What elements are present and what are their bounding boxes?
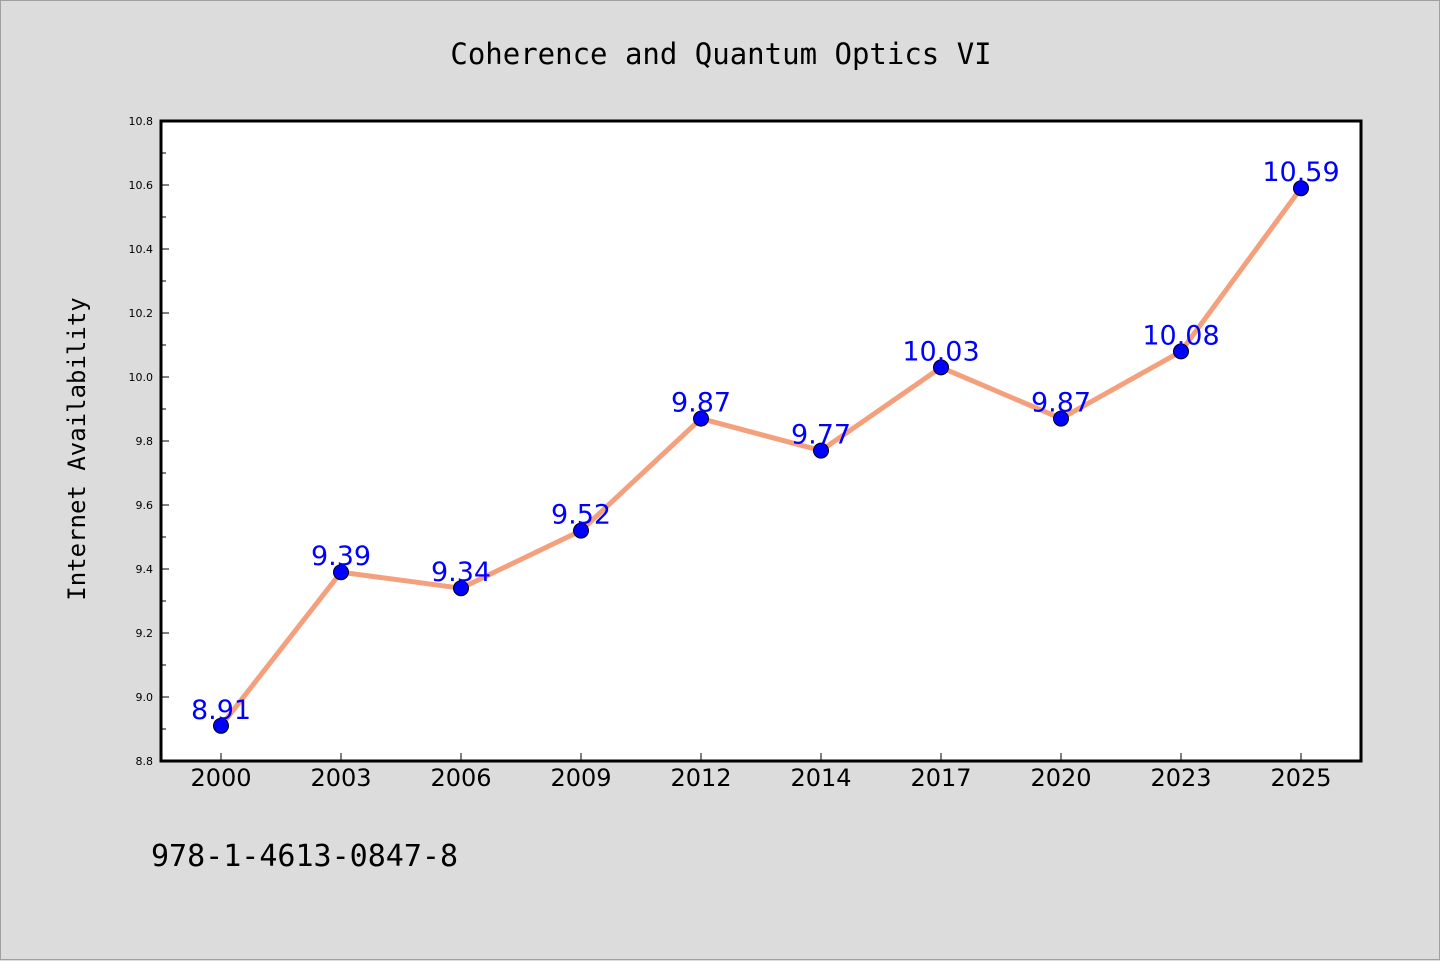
data-markers — [213, 180, 1309, 734]
series-line — [219, 186, 1304, 728]
x-tick-label: 2023 — [1150, 764, 1211, 792]
data-point — [573, 522, 589, 539]
data-label: 9.39 — [311, 541, 371, 572]
data-point — [1293, 180, 1309, 197]
data-point — [1173, 343, 1189, 360]
series-line-group — [219, 186, 1304, 728]
data-label: 8.91 — [191, 695, 251, 726]
data-point — [453, 580, 469, 597]
y-tick-label: 9.6 — [136, 499, 154, 512]
data-label: 9.34 — [431, 557, 491, 588]
x-tick-label: 2006 — [430, 764, 491, 792]
data-point — [693, 410, 709, 427]
y-tick-label: 9.0 — [136, 691, 154, 704]
x-tick-label: 2003 — [310, 764, 371, 792]
y-tick-label: 8.8 — [136, 755, 154, 768]
data-labels: 8.91 9.39 9.34 9.52 9.87 9.77 10.03 9.87 10.08 10… — [191, 157, 1340, 726]
data-point — [813, 442, 829, 459]
y-tick-label: 9.2 — [136, 627, 154, 640]
data-point — [933, 359, 949, 376]
x-tick-label: 2000 — [190, 764, 251, 792]
y-tick-label: 10.6 — [129, 179, 154, 192]
x-tick-label: 2020 — [1030, 764, 1091, 792]
data-label: 10.08 — [1142, 320, 1219, 351]
y-tick-label: 10.4 — [129, 243, 154, 256]
y-axis-ticks: 8.8 9.0 9.2 9.4 9.6 9.8 10.0 10.2 10.4 10.6 10.8 — [129, 115, 169, 768]
data-label: 9.87 — [671, 388, 731, 419]
y-tick-label: 9.4 — [136, 563, 154, 576]
x-tick-label: 2017 — [910, 764, 971, 792]
data-label: 10.03 — [902, 336, 979, 367]
x-tick-label: 2012 — [670, 764, 731, 792]
x-tick-label: 2014 — [790, 764, 851, 792]
x-tick-label: 2025 — [1270, 764, 1331, 792]
data-point — [213, 717, 229, 734]
data-point — [1053, 410, 1069, 427]
y-axis-label: Internet Availability — [63, 297, 91, 600]
data-point — [333, 564, 349, 581]
data-label: 10.59 — [1262, 157, 1339, 188]
y-tick-label: 10.8 — [129, 115, 154, 128]
data-label: 9.87 — [1031, 388, 1091, 419]
y-tick-label: 9.8 — [136, 435, 154, 448]
x-axis-ticks: 2000 2003 2006 2009 2012 2014 2017 2020 2023 2025 — [190, 753, 1332, 792]
isbn-text: 978-1-4613-0847-8 — [151, 839, 458, 874]
plot-border — [159, 119, 1363, 763]
y-tick-label: 10.0 — [129, 371, 154, 384]
chart-title: Coherence and Quantum Optics VI — [450, 37, 991, 71]
data-label: 9.77 — [791, 420, 851, 451]
plot-area — [161, 121, 1361, 761]
data-label: 9.52 — [551, 500, 611, 531]
y-tick-label: 10.2 — [129, 307, 154, 320]
x-tick-label: 2009 — [550, 764, 611, 792]
